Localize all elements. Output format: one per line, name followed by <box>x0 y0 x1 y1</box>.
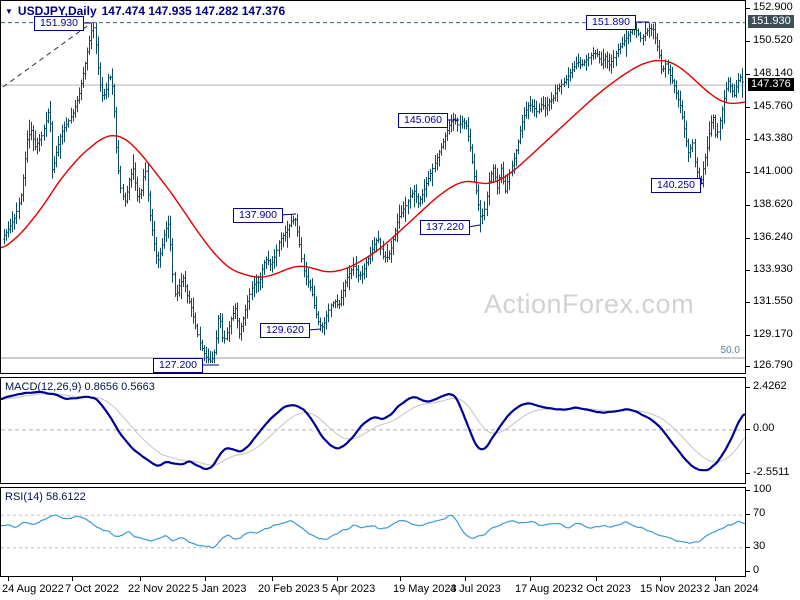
price-axis: 152.900 151.930 150.520 148.140 147.376 145.7… <box>746 0 800 600</box>
annotation-connector <box>467 224 481 228</box>
time-axis-tick <box>140 577 141 581</box>
rsi-line <box>1 514 745 549</box>
time-axis-tick <box>72 577 73 581</box>
axis-tick <box>746 366 750 367</box>
time-axis-tick <box>465 577 466 581</box>
macd-line <box>1 390 745 472</box>
ohlc-quote-label: 147.474 147.935 147.282 147.376 <box>101 4 286 18</box>
time-axis: 24 Aug 2022 7 Oct 2022 22 Nov 2022 5 Jan 20… <box>0 577 758 600</box>
time-axis-tick <box>715 577 716 581</box>
time-axis-tick <box>596 577 597 581</box>
main-price-panel[interactable]: ActionForex.com ▼ USDJPY,Daily 147.474 1… <box>0 0 746 374</box>
axis-label: 0.00 <box>753 422 775 434</box>
time-axis-label: 19 May 2023 <box>393 583 457 595</box>
price-annotation[interactable]: 151.930 <box>34 16 84 31</box>
price-annotation[interactable]: 137.220 <box>420 220 470 235</box>
moving-average-line <box>1 59 745 278</box>
axis-tick <box>746 41 750 42</box>
axis-label: 2.4262 <box>753 380 787 392</box>
rsi-panel[interactable]: RSI(14) 58.6122 <box>0 487 746 577</box>
axis-tick <box>746 387 750 388</box>
price-annotation[interactable]: 129.620 <box>260 323 310 338</box>
axis-label-highlighted: 151.930 <box>748 15 794 28</box>
price-annotation[interactable]: 140.250 <box>651 178 701 193</box>
axis-label: 129.170 <box>753 328 793 340</box>
time-axis-label: 22 Nov 2022 <box>128 583 191 595</box>
watermark: ActionForex.com <box>484 289 695 319</box>
axis-label: 30 <box>753 540 766 552</box>
price-annotation[interactable]: 151.890 <box>586 15 636 30</box>
fib-level-label: 50.0 <box>720 345 740 356</box>
price-annotation[interactable]: 145.060 <box>398 113 448 128</box>
time-axis-tick <box>272 577 273 581</box>
axis-tick <box>746 270 750 271</box>
time-axis-label: 15 Nov 2023 <box>640 583 703 595</box>
trendline[interactable] <box>2 23 91 88</box>
rsi-canvas[interactable] <box>1 488 745 576</box>
time-axis-label: 5 Apr 2023 <box>322 583 376 595</box>
time-axis-label: 5 Jan 2023 <box>192 583 247 595</box>
axis-label: 100 <box>753 483 772 495</box>
time-axis-label: 17 Aug 2023 <box>515 583 577 595</box>
axis-label: 131.550 <box>753 295 793 307</box>
price-annotation[interactable]: 127.200 <box>153 358 203 373</box>
axis-label: 133.930 <box>753 263 793 275</box>
time-axis-label: 2 Jan 2024 <box>704 583 759 595</box>
axis-label: 0 <box>753 564 760 576</box>
axis-tick <box>746 172 750 173</box>
macd-indicator-label: MACD(12,26,9) 0.8656 0.5663 <box>5 381 155 393</box>
time-axis-label: 24 Aug 2022 <box>2 583 64 595</box>
axis-tick <box>746 74 750 75</box>
axis-label: 138.620 <box>753 198 793 210</box>
axis-tick <box>746 490 750 491</box>
time-axis-label: 7 Oct 2022 <box>65 583 119 595</box>
chart-title: ▼ USDJPY,Daily 147.474 147.935 147.282 1… <box>5 4 285 18</box>
time-axis-label: 2 Oct 2023 <box>577 583 631 595</box>
axis-tick <box>746 473 750 474</box>
axis-tick <box>746 238 750 239</box>
time-axis-tick <box>400 577 401 581</box>
collapse-triangle-icon[interactable]: ▼ <box>5 7 13 16</box>
axis-tick <box>746 139 750 140</box>
annotation-connector <box>307 328 322 331</box>
time-axis-tick <box>530 577 531 581</box>
time-axis-tick <box>337 577 338 581</box>
axis-tick <box>746 302 750 303</box>
time-axis-tick <box>660 577 661 581</box>
axis-label-highlighted: 147.376 <box>748 78 794 91</box>
rsi-indicator-label: RSI(14) 58.6122 <box>5 491 86 503</box>
macd-signal-line <box>1 393 745 466</box>
time-axis-tick <box>205 577 206 581</box>
axis-tick <box>746 205 750 206</box>
macd-canvas[interactable] <box>1 378 745 483</box>
time-axis-label: 4 Jul 2023 <box>450 583 501 595</box>
axis-label: 145.760 <box>753 100 793 112</box>
axis-tick <box>746 429 750 430</box>
axis-tick <box>746 571 750 572</box>
axis-tick <box>746 8 750 9</box>
axis-label: 136.240 <box>753 231 793 243</box>
time-axis-tick <box>8 577 9 581</box>
axis-label: 143.380 <box>753 132 793 144</box>
macd-panel[interactable]: MACD(12,26,9) 0.8656 0.5663 <box>0 377 746 484</box>
annotation-connector <box>280 213 297 216</box>
axis-tick <box>746 335 750 336</box>
axis-label: 126.790 <box>753 359 793 371</box>
axis-tick <box>746 547 750 548</box>
price-bar-ticks <box>3 27 744 362</box>
symbol-period-label: USDJPY,Daily <box>17 4 97 18</box>
axis-tick <box>746 514 750 515</box>
axis-label: 70 <box>753 507 766 519</box>
axis-label: 150.520 <box>753 34 793 46</box>
axis-tick <box>746 107 750 108</box>
axis-label: 152.900 <box>753 1 793 13</box>
axis-label: 141.000 <box>753 165 793 177</box>
time-axis-label: 20 Feb 2023 <box>258 583 320 595</box>
axis-label: 148.140 <box>753 67 793 79</box>
axis-label: -2.5511 <box>753 466 790 478</box>
price-annotation[interactable]: 137.900 <box>233 208 283 223</box>
